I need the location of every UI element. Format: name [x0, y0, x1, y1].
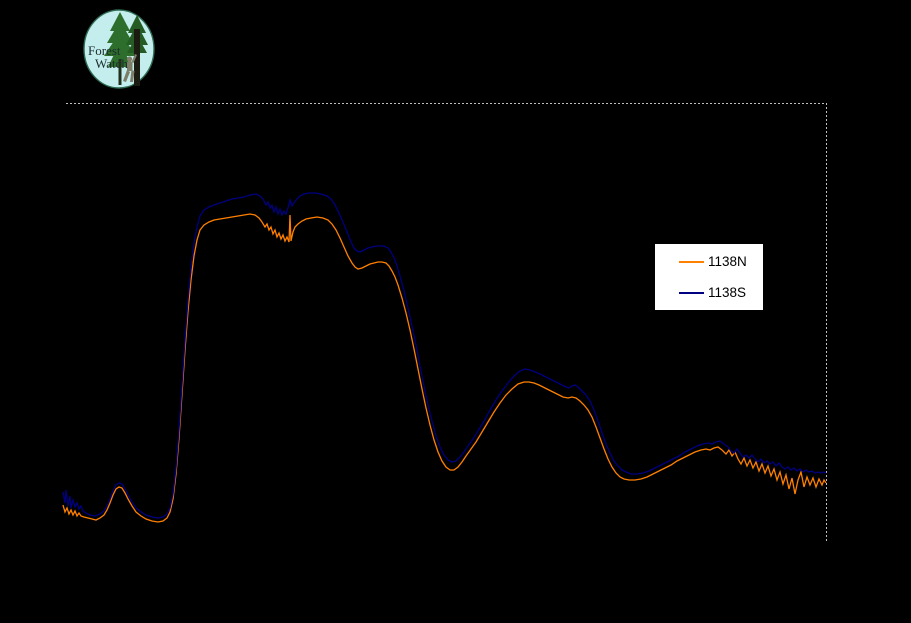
logo-text-line1: Forest [88, 43, 121, 58]
series-layer [62, 192, 827, 523]
logo-trees [104, 12, 148, 86]
chart-legend: 1138N 1138S [654, 243, 764, 311]
series-line-1138N [62, 213, 827, 523]
legend-item-1138N: 1138N [655, 253, 763, 271]
logo-tree-trunk [134, 29, 140, 86]
legend-line-sample-1138S [679, 292, 704, 294]
forest-watch-logo: Forest Watch [83, 9, 155, 89]
legend-line-sample-1138N [679, 261, 704, 263]
logo-text-line2: Watch [95, 56, 128, 71]
series-line-1138S [62, 192, 827, 519]
legend-label-1138N: 1138N [708, 254, 747, 270]
legend-item-1138S: 1138S [655, 284, 763, 302]
logo-climber-figure [123, 54, 137, 82]
legend-label-1138S: 1138S [708, 285, 747, 301]
